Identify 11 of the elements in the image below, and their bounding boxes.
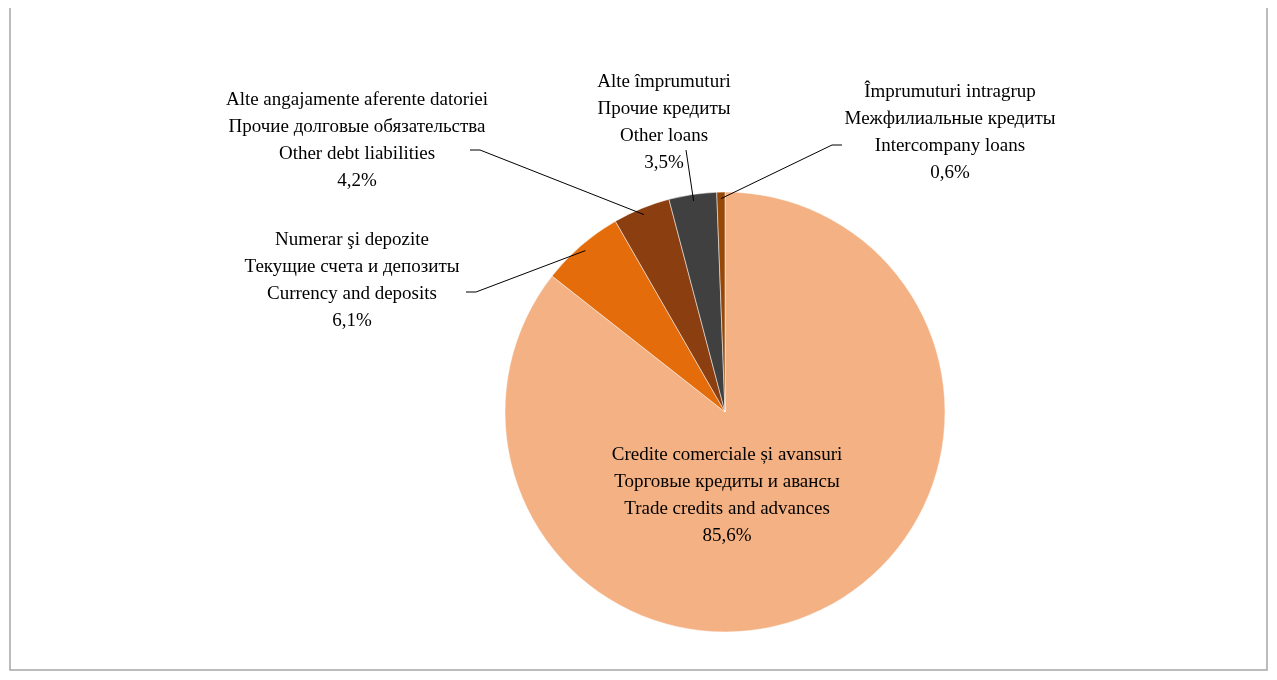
data-label: 0,6% [930, 161, 970, 182]
data-label: 4,2% [337, 169, 377, 190]
slice-label: Împrumuturi intragrup Межфилиальные кредиты Intercompany loans [844, 80, 1056, 155]
data-label: 3,5% [644, 151, 684, 172]
data-label: 6,1% [332, 309, 372, 330]
data-label: 85,6% [702, 524, 752, 545]
slice-label: Numerar şi depozite Текущие счета и депозиты Currency and deposits [244, 228, 460, 303]
pie-slice [504, 191, 946, 632]
slice-label: Alte împrumuturi Прочие кредиты Other loans [597, 70, 731, 145]
slice-label: Alte angajamente aferente datoriei Прочие долговые обязательства Other debt liabilities [225, 88, 489, 163]
slice-label: Credite comerciale și avansuri Торговые кредиты и авансы Trade credits and advances [611, 443, 843, 518]
